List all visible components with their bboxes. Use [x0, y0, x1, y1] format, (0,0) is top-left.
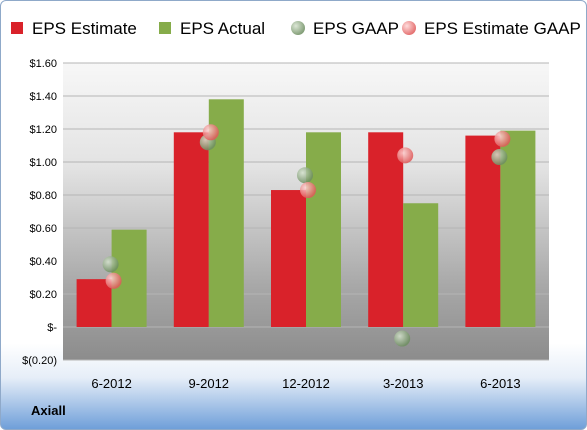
bar-eps-actual — [403, 203, 439, 327]
marker-eps-estimate-gaap — [202, 124, 219, 141]
legend-label: EPS Estimate — [32, 19, 137, 38]
x-tick-label: 12-2012 — [282, 376, 330, 391]
bar-eps-estimate — [173, 132, 209, 327]
marker-eps-estimate-gaap — [397, 147, 414, 164]
y-axis: $1.60 $1.40 $1.20 $1.00 $0.80 $0.60 $0.40 $0.20… — [22, 58, 57, 367]
y-tick-label: $- — [47, 322, 57, 334]
marker-eps-gaap — [394, 330, 411, 347]
y-tick-label: $(0.20) — [22, 355, 57, 367]
y-tick-label: $1.20 — [29, 124, 57, 136]
y-tick-label: $1.00 — [29, 157, 57, 169]
bar-eps-actual — [306, 132, 341, 327]
x-tick-label: 6-2013 — [480, 376, 520, 391]
legend-label: EPS GAAP — [313, 19, 399, 38]
y-tick-label: $0.20 — [29, 289, 57, 301]
bar-eps-actual — [500, 130, 536, 327]
x-axis: 6-2012 9-2012 12-2012 3-2013 6-2013 — [91, 376, 520, 391]
bar-eps-estimate — [465, 135, 501, 327]
y-tick-label: $0.60 — [29, 223, 57, 235]
x-tick-label: 3-2013 — [383, 376, 423, 391]
y-tick-label: $1.40 — [29, 91, 57, 103]
bar-eps-estimate — [271, 190, 306, 327]
legend-label: EPS Estimate GAAP — [424, 19, 581, 38]
legend-swatch — [159, 22, 171, 34]
legend: EPS Estimate EPS Actual EPS GAAP EPS Estima… — [11, 19, 581, 38]
markers — [102, 124, 511, 347]
company-label: Axiall — [31, 403, 66, 418]
marker-eps-gaap — [297, 167, 313, 184]
y-tick-label: $0.40 — [29, 256, 57, 268]
marker-eps-estimate-gaap — [300, 182, 316, 199]
legend-swatch — [11, 22, 23, 34]
legend-swatch — [402, 21, 416, 35]
marker-eps-gaap — [491, 149, 508, 166]
x-tick-label: 9-2012 — [189, 376, 229, 391]
x-tick-label: 6-2012 — [91, 376, 131, 391]
bar-eps-estimate — [368, 132, 404, 327]
marker-eps-estimate-gaap — [494, 130, 511, 147]
marker-eps-estimate-gaap — [105, 272, 122, 289]
bars — [76, 99, 536, 327]
legend-swatch — [291, 21, 305, 35]
legend-label: EPS Actual — [180, 19, 265, 38]
y-tick-label: $1.60 — [29, 58, 57, 70]
y-tick-label: $0.80 — [29, 190, 57, 202]
marker-eps-gaap — [102, 256, 119, 273]
bar-eps-estimate — [76, 279, 112, 327]
